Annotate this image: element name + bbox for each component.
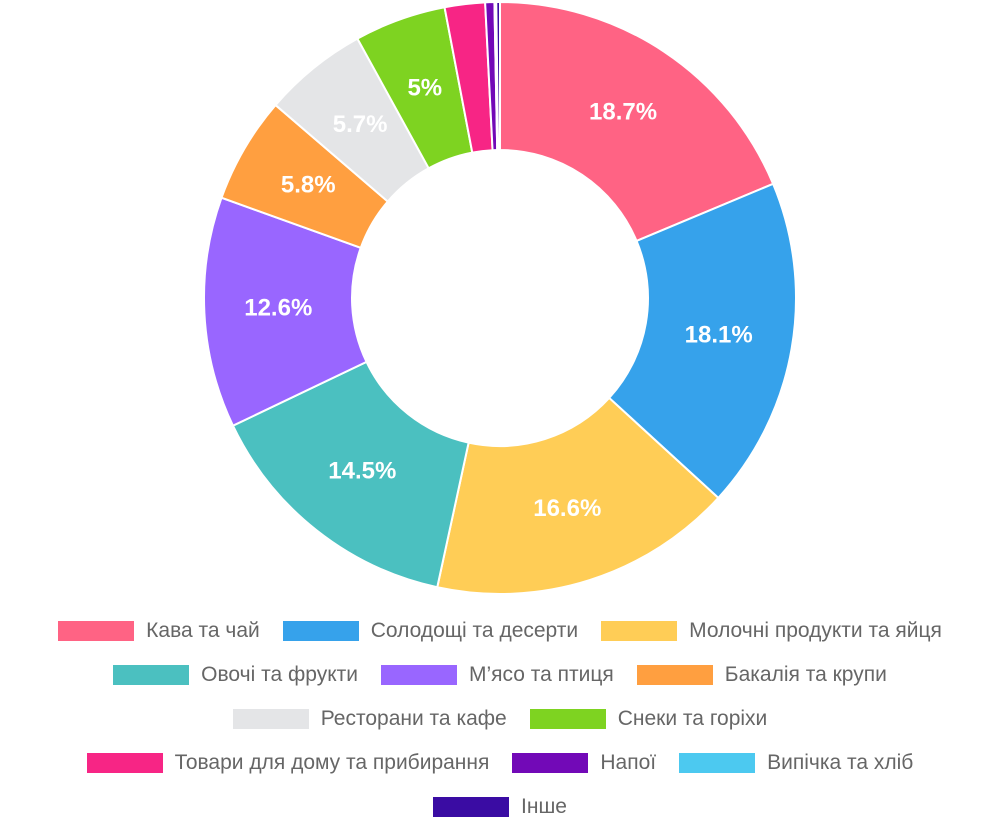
legend-swatch [380,664,457,685]
legend-label: Солодощі та десерти [370,618,579,642]
legend-label: Молочні продукти та яйця [689,618,942,642]
data-label: 5.8% [281,172,336,199]
legend-item[interactable]: Напої [512,750,657,774]
legend-item[interactable]: Інше [433,794,567,818]
legend-item[interactable]: Випічка та хліб [679,750,914,774]
data-label: 12.6% [244,294,312,321]
legend-label: М’ясо та птиця [468,662,614,686]
legend-swatch [636,664,713,685]
legend-swatch [512,752,589,773]
data-label: 18.1% [685,322,753,349]
legend-item[interactable]: Молочні продукти та яйця [601,618,942,642]
legend-swatch [282,620,359,641]
slice [607,182,797,500]
legend-swatch [433,796,510,817]
legend-label: Товари для дому та прибирання [174,750,490,774]
legend-swatch [529,708,606,729]
chart: 18.7% 18.1% 16.6% 14.5% 12.6% 5.8% 5.7% 5% [203,0,797,595]
legend-label: Ресторани та кафе [320,706,507,730]
legend-item[interactable]: Овочі та фрукти [113,662,358,686]
legend-label: Кава та чай [146,618,260,642]
data-label: 5% [407,74,442,101]
legend-swatch [679,752,756,773]
data-label: 5.7% [333,111,388,138]
data-label: 16.6% [533,495,601,522]
slice [231,360,470,589]
legend-item[interactable]: Бакалія та крупи [636,662,887,686]
legend-item[interactable]: Солодощі та десерти [282,618,579,642]
legend-label: Напої [600,750,657,774]
legend-item[interactable]: М’ясо та птиця [380,662,614,686]
data-label: 14.5% [328,457,396,484]
legend-label: Випічка та хліб [767,750,914,774]
legend-label: Інше [521,794,567,818]
data-label: 18.7% [589,99,657,126]
legend: Кава та чай Солодощі та десерти Молочні пр… [20,618,980,818]
slice [436,396,720,595]
legend-label: Снеки та горіхи [617,706,768,730]
legend-swatch [58,620,135,641]
legend-swatch [232,708,309,729]
slice [499,0,775,243]
legend-item[interactable]: Товари для дому та прибирання [86,750,490,774]
legend-label: Овочі та фрукти [201,662,358,686]
legend-item[interactable]: Ресторани та кафе [232,706,507,730]
legend-swatch [113,664,190,685]
legend-label: Бакалія та крупи [724,662,887,686]
legend-swatch [601,620,678,641]
legend-item[interactable]: Кава та чай [58,618,260,642]
slice [495,0,501,152]
legend-swatch [86,752,163,773]
legend-item[interactable]: Снеки та горіхи [529,706,768,730]
slice [203,196,368,428]
